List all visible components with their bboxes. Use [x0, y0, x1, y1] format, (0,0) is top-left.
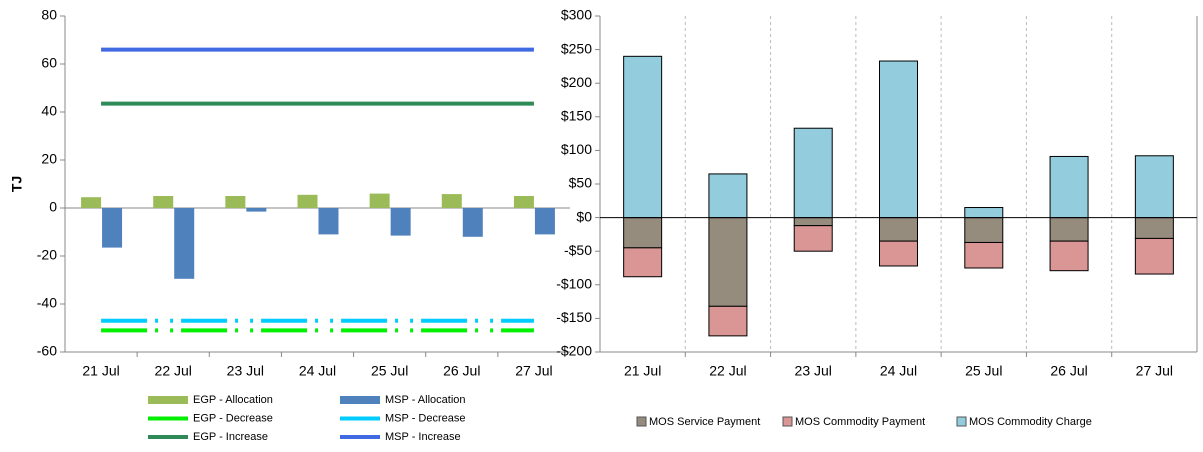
bar-segment: [708, 217, 748, 307]
bar-segment: [623, 217, 663, 249]
x-tick-label: 27 Jul: [1136, 363, 1173, 379]
bar-segment: [1134, 237, 1174, 275]
bar-segment: [708, 305, 748, 337]
x-tick-label: 25 Jul: [371, 363, 408, 379]
bar-segment: [879, 60, 918, 219]
bar-segment: [793, 225, 833, 252]
bar-segment: [623, 247, 663, 278]
y-tick-label: $200: [561, 74, 592, 90]
y-axis-label: TJ: [9, 176, 25, 192]
legend-label: EGP - Decrease: [193, 412, 273, 424]
legend-swatch: [148, 396, 188, 404]
legend-swatch: [782, 416, 793, 427]
bar: [225, 196, 246, 208]
bar: [81, 197, 102, 208]
chart: -60 -40 -20 0 20 40 60 80 TJ 21 Jul 22 Jul 23 Jul 24…: [9, 7, 570, 443]
y-tick-label: 60: [41, 55, 57, 71]
bar-segment: [964, 207, 1004, 219]
y-tick-label: -$50: [564, 242, 592, 258]
legend-label: MOS Commodity Payment: [795, 416, 925, 428]
bar-segment: [1134, 217, 1174, 239]
y-tick-label: 80: [41, 7, 57, 23]
bar-segment: [964, 217, 1004, 243]
legend-swatch: [636, 416, 647, 427]
y-tick-label: 20: [41, 151, 57, 167]
legend-label: MSP - Decrease: [385, 412, 466, 424]
y-tick-label: -40: [37, 295, 57, 311]
bar: [246, 208, 267, 212]
bar-segment: [1134, 155, 1174, 219]
bar-segment: [623, 55, 663, 219]
bar: [153, 196, 174, 208]
bar: [513, 196, 534, 208]
bar-segment: [1049, 155, 1089, 219]
x-tick-label: 21 Jul: [82, 363, 119, 379]
bar: [318, 208, 339, 235]
y-tick-label: $0: [576, 208, 592, 224]
x-tick-label: 26 Jul: [443, 363, 480, 379]
bar: [441, 194, 462, 208]
x-tick-label: 26 Jul: [1050, 363, 1087, 379]
x-tick-label: 22 Jul: [155, 363, 192, 379]
y-tick-label: -$150: [556, 309, 592, 325]
bar: [390, 208, 411, 236]
x-tick-label: 23 Jul: [795, 363, 832, 379]
y-tick-label: -20: [37, 247, 57, 263]
y-tick-label: 40: [41, 103, 57, 119]
bar: [369, 193, 390, 208]
chart: -$200 -$150 -$100 -$50 $0 $50 $100 $150 $200 $250…: [556, 7, 1198, 428]
x-tick-label: 25 Jul: [965, 363, 1002, 379]
bar: [534, 208, 555, 235]
legend-label: MOS Commodity Charge: [969, 416, 1092, 428]
bar-segment: [879, 217, 918, 242]
bar: [174, 208, 195, 279]
legend-swatch: [956, 416, 967, 427]
y-tick-label: 0: [49, 199, 57, 215]
y-tick-label: -60: [37, 343, 57, 359]
legend-swatch: [340, 396, 380, 404]
bar: [462, 208, 483, 237]
legend-label: MSP - Increase: [385, 431, 461, 443]
y-tick-label: -$200: [556, 343, 592, 359]
bar: [102, 208, 123, 248]
x-tick-label: 24 Jul: [299, 363, 336, 379]
legend-label: EGP - Increase: [193, 431, 268, 443]
y-tick-label: $250: [561, 40, 592, 56]
x-tick-label: 24 Jul: [880, 363, 917, 379]
y-tick-label: $150: [561, 108, 592, 124]
y-tick-label: $50: [569, 175, 593, 191]
bar-segment: [1049, 217, 1089, 242]
x-tick-label: 27 Jul: [515, 363, 552, 379]
y-tick-label: $300: [561, 7, 592, 23]
y-tick-label: $100: [561, 141, 592, 157]
bar-segment: [793, 127, 833, 219]
bar: [297, 194, 318, 208]
y-tick-label: -$100: [556, 276, 592, 292]
bar-segment: [964, 241, 1004, 269]
x-tick-label: 21 Jul: [624, 363, 661, 379]
legend-label: MOS Service Payment: [649, 416, 760, 428]
x-tick-label: 22 Jul: [709, 363, 746, 379]
legend-label: EGP - Allocation: [193, 394, 273, 406]
x-tick-label: 23 Jul: [227, 363, 264, 379]
bar-segment: [793, 217, 833, 227]
bar-segment: [708, 173, 748, 219]
legend-label: MSP - Allocation: [385, 394, 466, 406]
bar-segment: [879, 240, 918, 267]
bar-segment: [1049, 240, 1089, 272]
